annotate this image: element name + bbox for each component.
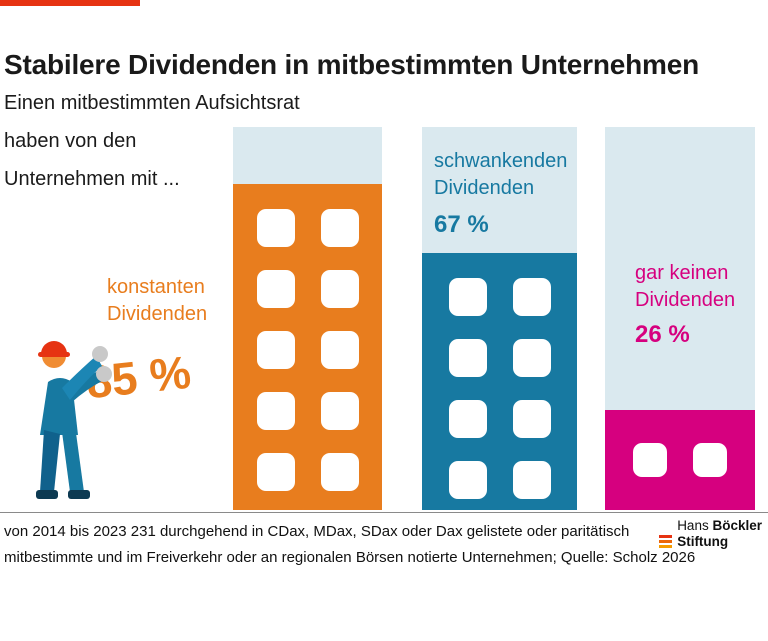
building-window bbox=[448, 461, 487, 499]
source-note-line-1: von 2014 bis 2023 231 durchgehend in CDa… bbox=[4, 523, 630, 540]
building-window bbox=[320, 270, 359, 308]
category-label-konstanten-dividenden: konstanten Dividenden bbox=[107, 276, 208, 325]
logo-name-regular: Hans bbox=[677, 518, 713, 533]
logo-line-1: Hans Böckler bbox=[677, 518, 762, 534]
logo-stripe-3 bbox=[659, 545, 673, 548]
brand-accent-line bbox=[0, 0, 140, 6]
bar-column-schwankende-dividenden bbox=[422, 127, 577, 510]
building-window bbox=[320, 209, 359, 247]
window-row bbox=[256, 331, 359, 369]
building-window bbox=[512, 339, 551, 377]
worker-left-leg bbox=[40, 430, 60, 492]
building-window bbox=[256, 270, 295, 308]
building-window bbox=[512, 278, 551, 316]
window-row bbox=[448, 400, 551, 438]
window-row bbox=[448, 278, 551, 316]
building-bar-konstante bbox=[233, 184, 382, 510]
worker-glove-upper bbox=[92, 346, 108, 362]
building-window bbox=[633, 443, 667, 477]
logo-line-2: Stiftung bbox=[677, 534, 729, 549]
window-row bbox=[256, 453, 359, 491]
page-title: Stabilere Dividenden in mitbestimmten Un… bbox=[4, 48, 699, 80]
building-window bbox=[512, 400, 551, 438]
worker-right-leg bbox=[62, 432, 84, 492]
building-window bbox=[256, 453, 295, 491]
footer-divider bbox=[0, 512, 768, 513]
source-note: von 2014 bis 2023 231 durchgehend in CDa… bbox=[4, 519, 695, 571]
intro-text: Einen mitbestimmten Aufsichtsrat haben v… bbox=[4, 84, 300, 198]
building-window bbox=[512, 461, 551, 499]
value-label-26-percent: 26 % bbox=[635, 321, 690, 348]
window-row bbox=[256, 209, 359, 247]
window-row bbox=[633, 443, 727, 477]
building-window bbox=[448, 400, 487, 438]
building-window bbox=[693, 443, 727, 477]
worker-helmet bbox=[41, 341, 67, 354]
logo-text: Hans Böckler Stiftung bbox=[677, 518, 762, 550]
building-window bbox=[448, 339, 487, 377]
building-window bbox=[448, 278, 487, 316]
window-row bbox=[448, 339, 551, 377]
worker-helmet-brim bbox=[38, 352, 70, 357]
bar-column-keine-dividenden bbox=[605, 127, 755, 510]
building-window bbox=[320, 453, 359, 491]
logo-name-bold: Böckler bbox=[712, 518, 762, 533]
logo-stripe-1 bbox=[659, 535, 673, 538]
building-bar-keine bbox=[605, 410, 755, 510]
source-note-line-2: mitbestimmte und im Freiverkehr oder an … bbox=[4, 549, 696, 566]
logo-stripe-2 bbox=[659, 540, 673, 543]
bar-column-konstante-dividenden bbox=[233, 127, 382, 510]
worker-glove-lower bbox=[96, 366, 112, 382]
building-window bbox=[256, 392, 295, 430]
building-window bbox=[256, 331, 295, 369]
worker-right-shoe bbox=[68, 490, 90, 499]
building-windows bbox=[422, 253, 577, 510]
building-window bbox=[256, 209, 295, 247]
intro-line-1: Einen mitbestimmten Aufsichtsrat bbox=[4, 92, 300, 114]
building-windows bbox=[233, 184, 382, 510]
window-row bbox=[448, 461, 551, 499]
worker-left-shoe bbox=[36, 490, 58, 499]
window-row bbox=[256, 392, 359, 430]
construction-worker-illustration bbox=[36, 341, 112, 499]
intro-line-2: haben von den bbox=[4, 130, 137, 152]
building-bar-schwankende bbox=[422, 253, 577, 510]
building-window bbox=[320, 331, 359, 369]
value-label-67-percent: 67 % bbox=[434, 211, 489, 238]
building-windows bbox=[605, 410, 755, 510]
building-window bbox=[320, 392, 359, 430]
worker-back-arm bbox=[66, 370, 104, 402]
worker-front-arm bbox=[62, 356, 102, 400]
logo-stripes-icon bbox=[659, 535, 673, 548]
window-row bbox=[256, 270, 359, 308]
intro-line-3: Unternehmen mit ... bbox=[4, 168, 180, 190]
category-label-gar-keinen-dividenden: gar keinen Dividenden bbox=[635, 262, 736, 311]
category-label-schwankenden-dividenden: schwankenden Dividenden bbox=[434, 150, 568, 199]
hans-boeckler-stiftung-logo: Hans Böckler Stiftung bbox=[659, 518, 762, 550]
